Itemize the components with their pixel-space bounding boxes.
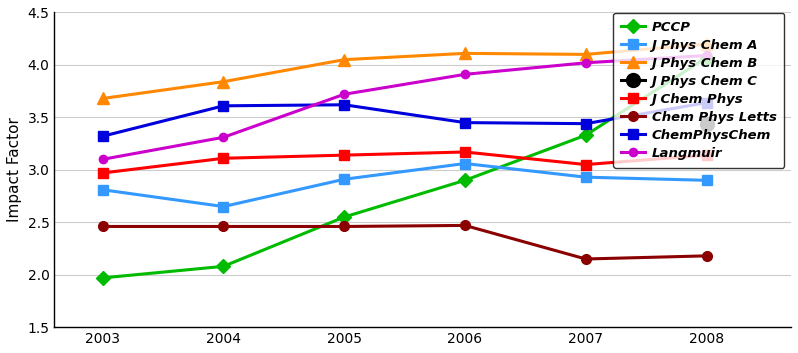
J Chem Phys [98, 171, 108, 175]
PCCP [460, 178, 470, 183]
J Phys Chem A [701, 178, 711, 183]
PCCP [701, 55, 711, 60]
ChemPhysChem [219, 104, 228, 108]
J Phys Chem A [219, 204, 228, 209]
J Chem Phys [701, 153, 711, 157]
J Phys Chem A [460, 161, 470, 166]
Line: PCCP: PCCP [98, 53, 711, 283]
J Chem Phys [219, 156, 228, 160]
Y-axis label: Impact Factor: Impact Factor [7, 118, 22, 222]
ChemPhysChem [460, 120, 470, 125]
ChemPhysChem [581, 121, 591, 126]
Chem Phys Letts [581, 257, 591, 261]
J Phys Chem B [460, 51, 470, 55]
Chem Phys Letts [701, 254, 711, 258]
Langmuir [581, 61, 591, 65]
J Phys Chem B [339, 58, 349, 62]
J Phys Chem B [219, 79, 228, 84]
Chem Phys Letts [98, 225, 108, 229]
Chem Phys Letts [460, 223, 470, 228]
Line: Langmuir: Langmuir [98, 51, 711, 163]
Line: Chem Phys Letts: Chem Phys Letts [98, 221, 711, 264]
Line: ChemPhysChem: ChemPhysChem [98, 98, 711, 141]
PCCP [98, 276, 108, 280]
Line: J Phys Chem B: J Phys Chem B [97, 38, 712, 104]
J Phys Chem A [339, 177, 349, 181]
PCCP [581, 133, 591, 137]
Line: J Phys Chem A: J Phys Chem A [98, 158, 711, 211]
Chem Phys Letts [339, 225, 349, 229]
PCCP [339, 215, 349, 219]
ChemPhysChem [701, 101, 711, 105]
Langmuir [98, 157, 108, 161]
ChemPhysChem [98, 134, 108, 138]
J Phys Chem B [98, 96, 108, 101]
Langmuir [219, 135, 228, 139]
Langmuir [460, 72, 470, 77]
J Chem Phys [460, 150, 470, 154]
J Chem Phys [339, 153, 349, 157]
Langmuir [701, 53, 711, 58]
PCCP [219, 264, 228, 269]
J Phys Chem A [98, 188, 108, 192]
Legend: PCCP, J Phys Chem A, J Phys Chem B, J Phys Chem C, J Chem Phys, Chem Phys Letts,: PCCP, J Phys Chem A, J Phys Chem B, J Ph… [614, 13, 784, 168]
Chem Phys Letts [219, 225, 228, 229]
ChemPhysChem [339, 103, 349, 107]
J Phys Chem B [701, 42, 711, 46]
Line: J Chem Phys: J Chem Phys [98, 147, 711, 178]
J Phys Chem B [581, 52, 591, 56]
J Chem Phys [581, 162, 591, 167]
J Phys Chem A [581, 175, 591, 179]
Langmuir [339, 92, 349, 96]
